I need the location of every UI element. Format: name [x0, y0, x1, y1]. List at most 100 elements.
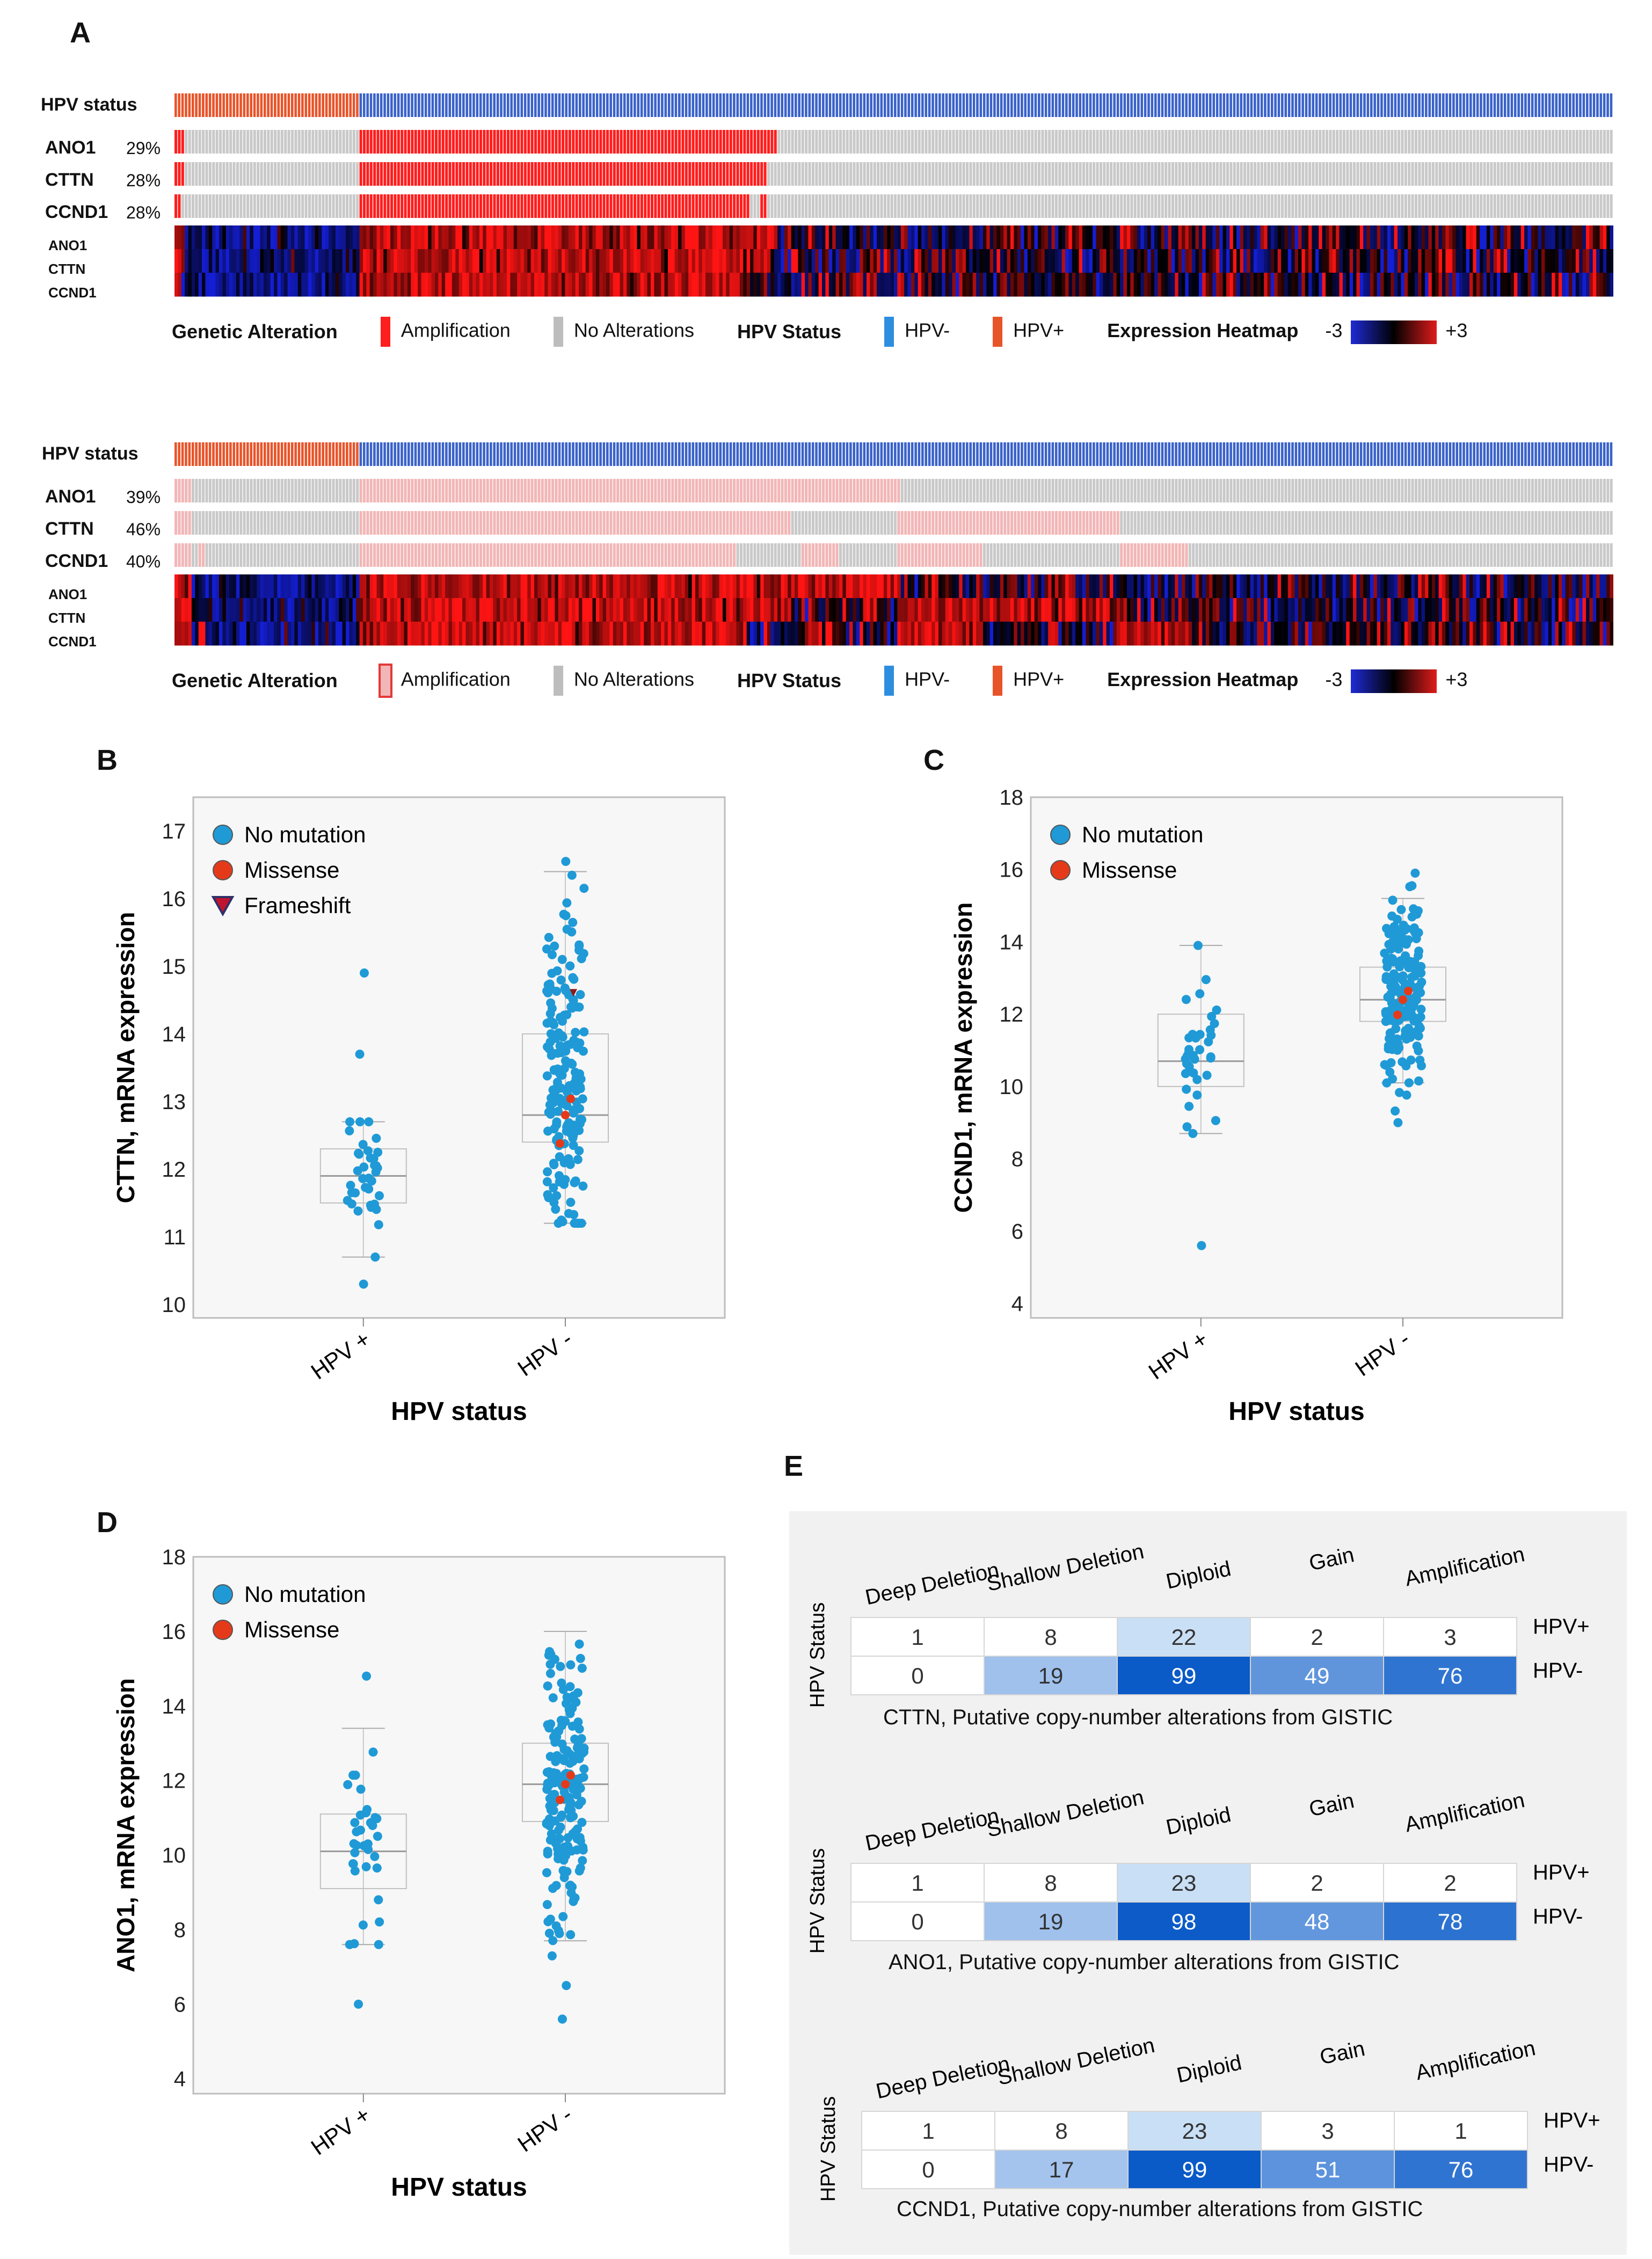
data-point: [563, 1748, 573, 1758]
frameshift-point: [570, 989, 577, 997]
data-point: [1405, 979, 1415, 988]
data-point: [577, 1796, 586, 1806]
column-header: Shallow Deletion: [985, 1540, 1146, 1596]
row-axis-label: HPV Status: [806, 1602, 829, 1708]
x-tick-label: HPV +: [307, 1326, 375, 1384]
data-point: [542, 1071, 552, 1081]
data-point: [547, 1951, 557, 1961]
cell-value: 8: [1044, 1870, 1057, 1896]
cna-caption-ccnd1: CCND1, Putative copy-number alterations …: [897, 2197, 1423, 2221]
oncoprint-legend: Genetic Alteration Amplification No Alte…: [172, 317, 1467, 347]
data-point: [366, 1200, 375, 1210]
data-point: [1407, 912, 1417, 922]
data-point: [557, 1099, 566, 1109]
data-point: [1182, 1084, 1191, 1094]
column-header: Deep Deletion: [863, 1558, 1001, 1609]
data-point: [551, 1085, 561, 1095]
chart-c-ccnd1: 4 6 8 10 12 14 16 18 CCND1, mRNA expression HPV +…: [949, 786, 1563, 1426]
data-point: [562, 1010, 572, 1019]
data-point: [1384, 929, 1394, 938]
legend-max: +3: [1445, 668, 1468, 691]
data-point: [576, 1836, 585, 1846]
data-point: [544, 1767, 554, 1776]
y-tick-label: 14: [162, 1023, 186, 1046]
data-point: [1388, 937, 1398, 946]
plot-area: [1030, 796, 1563, 1319]
row-label: HPV-: [1533, 1905, 1583, 1928]
data-point: [574, 1639, 584, 1649]
data-point: [574, 1146, 584, 1156]
y-tick-label: 16: [1000, 858, 1024, 882]
legend-expression-heatmap: Expression Heatmap: [1107, 319, 1299, 342]
data-point: [577, 1818, 587, 1827]
data-point: [1201, 975, 1211, 985]
table-cell: [1127, 2149, 1262, 2189]
amplification-swatch: [380, 317, 390, 347]
data-point: [552, 1191, 562, 1200]
data-point: [374, 1940, 383, 1949]
data-point: [555, 1834, 564, 1843]
data-point: [366, 1153, 375, 1163]
table-cell: [994, 2111, 1129, 2151]
data-point: [1413, 983, 1423, 993]
heatmap-gradient: [1351, 669, 1437, 693]
box: [1157, 1014, 1245, 1087]
data-point: [542, 1900, 552, 1910]
data-point: [572, 1774, 582, 1784]
y-tick-label: 18: [162, 1546, 186, 1569]
data-point: [350, 1866, 360, 1876]
legend-genetic-alteration: Genetic Alteration: [172, 320, 338, 343]
data-point: [349, 1839, 359, 1848]
outlier-point: [557, 2014, 567, 2024]
hpv-neg-swatch: [884, 317, 894, 347]
gene-label-ano1: ANO1: [45, 486, 96, 507]
data-point: [575, 1104, 585, 1113]
table-cell: [1394, 2149, 1528, 2189]
data-point: [558, 1866, 568, 1875]
data-point: [543, 1167, 552, 1177]
data-point: [566, 1058, 576, 1068]
gene-label-cttn: CTTN: [45, 519, 94, 539]
data-point: [1192, 1090, 1202, 1100]
data-point: [554, 1106, 563, 1116]
hpv-pos-swatch: [993, 317, 1003, 347]
data-point: [579, 884, 589, 893]
alteration-row: [174, 130, 1613, 154]
data-point: [566, 1805, 576, 1815]
cell-value: 2: [1311, 1624, 1323, 1650]
data-point: [562, 1041, 572, 1051]
data-point: [368, 1821, 377, 1831]
data-point: [351, 1770, 360, 1780]
table-cell: [1383, 1863, 1517, 1903]
data-point: [1182, 1122, 1192, 1132]
data-point: [355, 1810, 365, 1820]
gene-pct-cttn: 28%: [126, 171, 161, 190]
y-axis-label: CTTN, mRNA expression: [112, 912, 140, 1204]
data-point: [345, 1940, 354, 1949]
data-point: [546, 1016, 556, 1026]
y-tick-label: 8: [174, 1918, 186, 1942]
legend-expression-heatmap: Expression Heatmap: [1107, 668, 1299, 691]
cell-value: 51: [1315, 2157, 1341, 2182]
data-point: [550, 1737, 560, 1747]
data-point: [1385, 1067, 1395, 1077]
data-point: [372, 1863, 382, 1873]
data-point: [1188, 1128, 1198, 1138]
data-point: [543, 1126, 553, 1136]
missense-point: [1404, 987, 1413, 996]
data-point: [564, 1209, 573, 1219]
y-tick-label: 17: [162, 820, 186, 843]
cell-value: 23: [1182, 2118, 1207, 2144]
data-point: [375, 1917, 384, 1927]
y-tick-label: 11: [163, 1226, 186, 1249]
data-point: [1393, 1045, 1402, 1055]
data-point: [1384, 1044, 1393, 1054]
data-point: [348, 1859, 358, 1869]
legend-label: No mutation: [244, 1582, 366, 1607]
legend-hpv-status: HPV Status: [737, 669, 842, 691]
data-point: [556, 1662, 565, 1671]
outlier-point: [355, 1050, 365, 1059]
legend-label: No mutation: [1082, 822, 1203, 847]
y-tick-label: 6: [1011, 1220, 1023, 1243]
cell-value: 78: [1438, 1909, 1463, 1934]
